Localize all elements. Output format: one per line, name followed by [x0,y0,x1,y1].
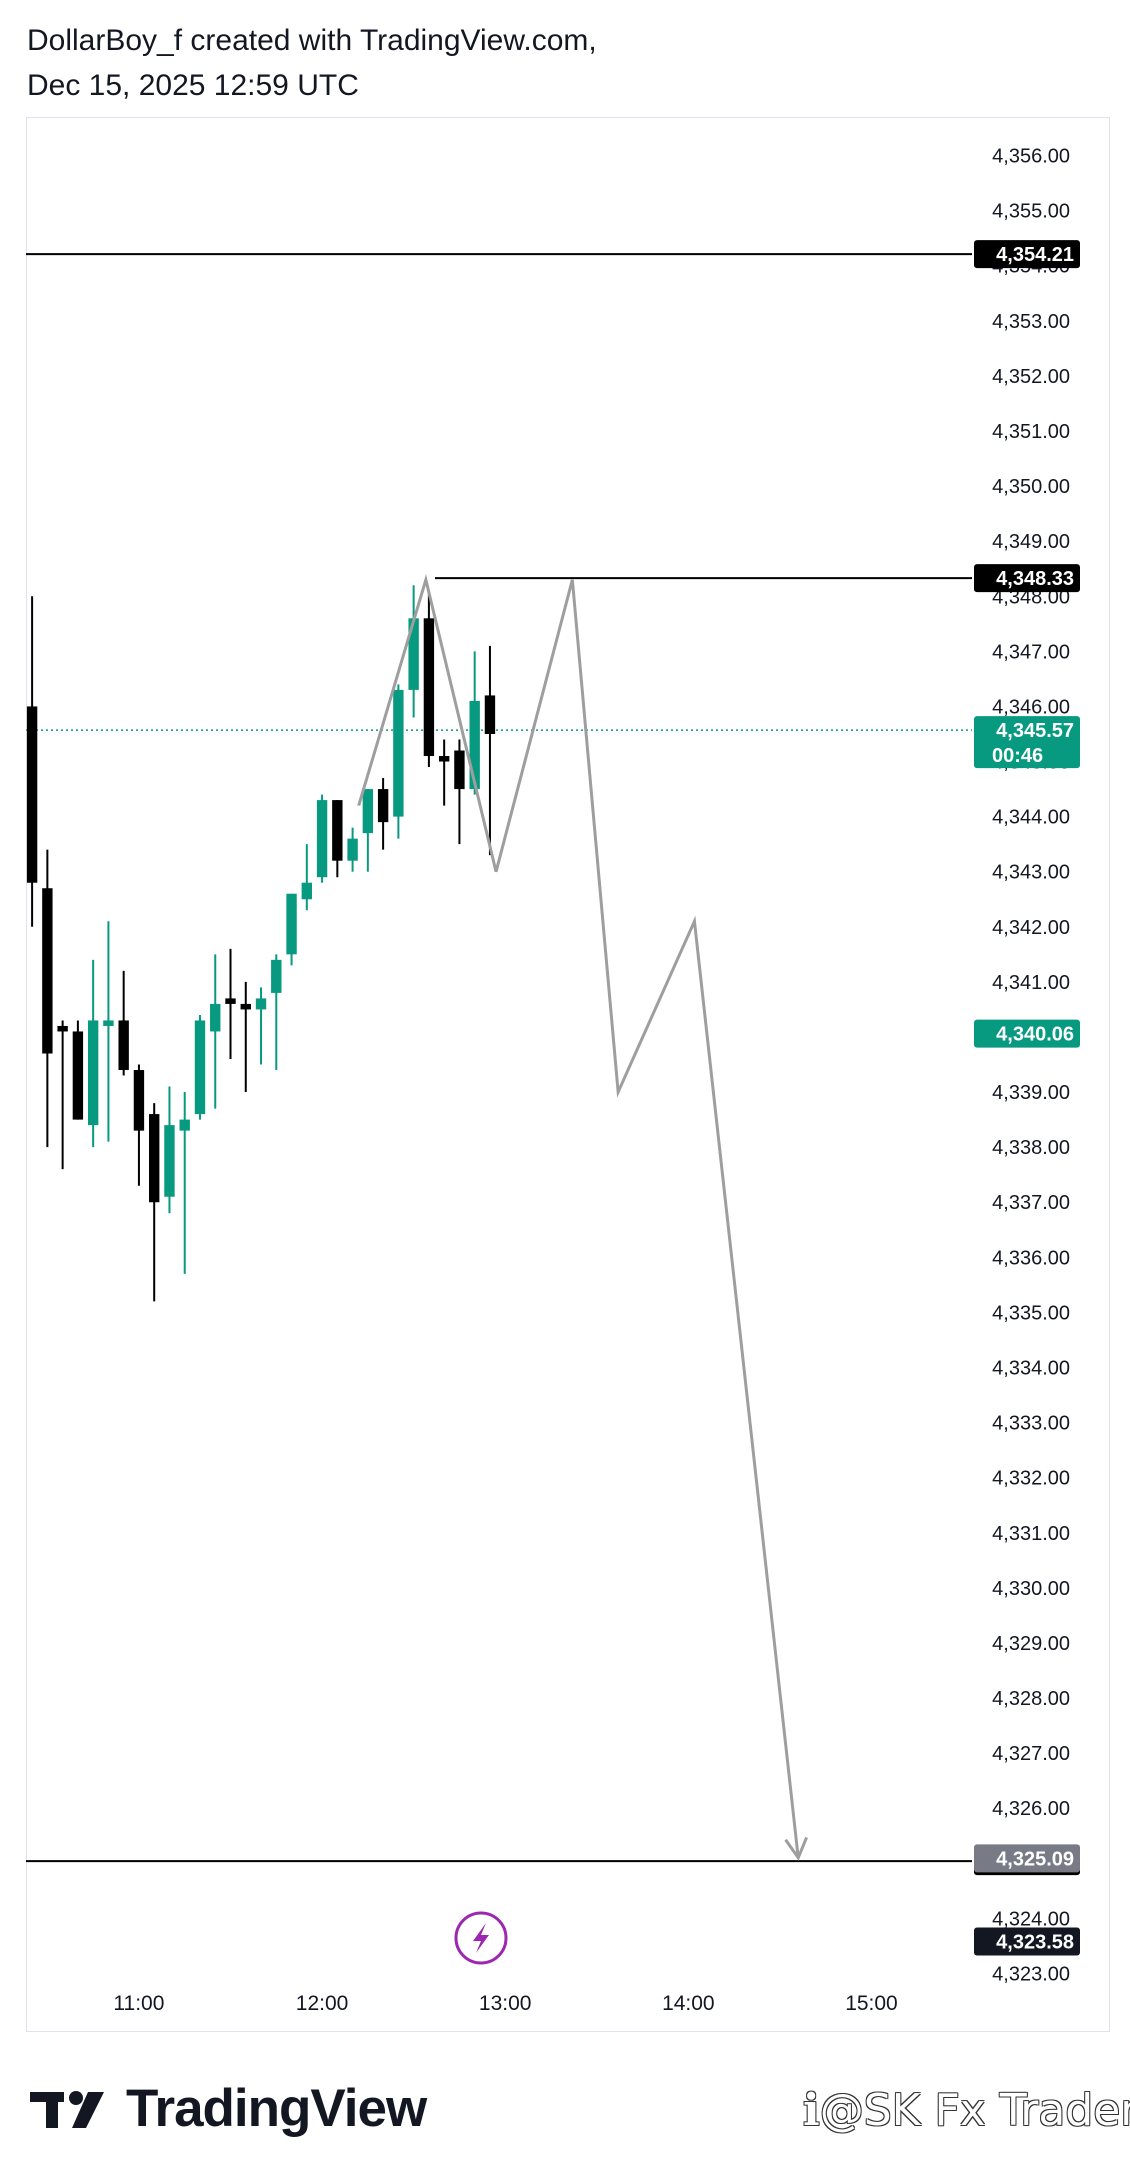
candle-body [393,689,404,817]
timestamp-line: Dec 15, 2025 12:59 UTC [27,69,359,102]
candle-body [347,838,358,861]
candle-body [301,882,312,900]
y-tick-label: 4,333.00 [992,1413,1070,1435]
candle-body [26,706,38,883]
y-tick-label: 4,356.00 [992,146,1070,168]
x-tick-label: 15:00 [845,1992,898,2015]
level-price-tag-bg [974,564,1080,593]
x-tick-label: 12:00 [296,1992,349,2015]
current-price-tag: 4,345.57 [996,720,1074,742]
candle-body [362,789,374,834]
candle-body [87,1020,99,1126]
candle-body [271,959,282,993]
candle-body [103,1020,114,1026]
candle-body [225,998,236,1004]
y-tick-label: 4,336.00 [992,1247,1070,1269]
y-tick-label: 4,328.00 [992,1688,1070,1710]
price-tag-green: 4,340.06 [996,1024,1074,1046]
y-tick-label: 4,332.00 [992,1468,1070,1490]
y-tick-label: 4,330.00 [992,1578,1070,1600]
y-tick-label: 4,346.00 [992,696,1070,718]
candle-body [316,800,328,878]
price-tag-gray-bg [974,1844,1080,1873]
y-tick-label: 4,326.00 [992,1798,1070,1820]
candle-body [72,1031,84,1120]
candle-body [194,1020,206,1115]
candle-body [210,1003,221,1032]
y-tick-label: 4,339.00 [992,1082,1070,1104]
lightning-icon-bolt [473,1923,489,1953]
author-line: DollarBoy_f created with TradingView.com… [27,24,597,57]
y-tick-label: 4,347.00 [992,641,1070,663]
x-tick-label: 11:00 [113,1992,164,2015]
y-tick-label: 4,338.00 [992,1137,1070,1159]
y-tick-label: 4,351.00 [992,421,1070,443]
candle-body [149,1114,160,1203]
watermark-text: ℹ@SK Fx Trader [803,2085,1130,2136]
level-price-tag-bg [974,240,1080,269]
chart-header: DollarBoy_f created with TradingView.com… [27,18,597,108]
price-tag-green-bg [974,1019,1080,1048]
y-tick-label: 4,349.00 [992,531,1070,553]
price-tag-dark: 4,323.58 [996,1932,1074,1954]
level-price-tag: 4,354.21 [996,244,1074,266]
candle-body [469,700,480,790]
tradingview-logo[interactable]: TradingView [30,2078,427,2139]
candle-body [42,888,53,1054]
y-tick-label: 4,343.00 [992,862,1070,884]
candle-body [255,998,267,1010]
price-tag-gray: 4,325.09 [996,1848,1074,1870]
tradingview-wordmark: TradingView [126,2079,427,2138]
y-tick-label: 4,327.00 [992,1743,1070,1765]
y-tick-label: 4,350.00 [992,476,1070,498]
y-tick-label: 4,324.00 [992,1908,1070,1930]
tradingview-logo-icon [30,2090,104,2128]
candle-body [377,789,389,823]
x-tick-label: 13:00 [479,1992,532,2015]
candle-body [454,750,465,790]
candle-body [484,695,496,734]
price-tag-dark-bg [974,1927,1080,1956]
candle-body [286,893,297,955]
candle-body [179,1119,190,1131]
y-tick-label: 4,353.00 [992,311,1070,333]
countdown-timer: 00:46 [992,745,1043,767]
projection-arrowhead [784,1836,808,1861]
candle-body [240,1003,251,1010]
lightning-icon[interactable] [454,1911,508,1965]
chart-frame [26,117,1110,2032]
candle-body [438,756,450,762]
y-tick-label: 4,341.00 [992,972,1070,994]
candle-body [423,618,435,757]
projection-path [357,573,800,1858]
candle-body [408,618,419,690]
y-tick-label: 4,352.00 [992,366,1070,388]
level-price-tag: 4,348.33 [996,568,1074,590]
y-tick-label: 4,337.00 [992,1192,1070,1214]
candle-body [332,800,343,861]
y-tick-label: 4,342.00 [992,917,1070,939]
y-tick-label: 4,329.00 [992,1633,1070,1655]
candle-body [118,1020,129,1071]
y-tick-label: 4,334.00 [992,1358,1070,1380]
candle-body [57,1025,68,1032]
y-tick-label: 4,344.00 [992,807,1070,829]
y-tick-label: 4,355.00 [992,201,1070,223]
y-tick-label: 4,323.00 [992,1963,1070,1985]
candle-body [133,1070,145,1131]
x-tick-label: 14:00 [662,1992,715,2015]
y-tick-label: 4,331.00 [992,1523,1070,1545]
current-price-tag-bg [974,716,1080,769]
y-tick-label: 4,335.00 [992,1302,1070,1324]
candle-body [164,1125,175,1197]
